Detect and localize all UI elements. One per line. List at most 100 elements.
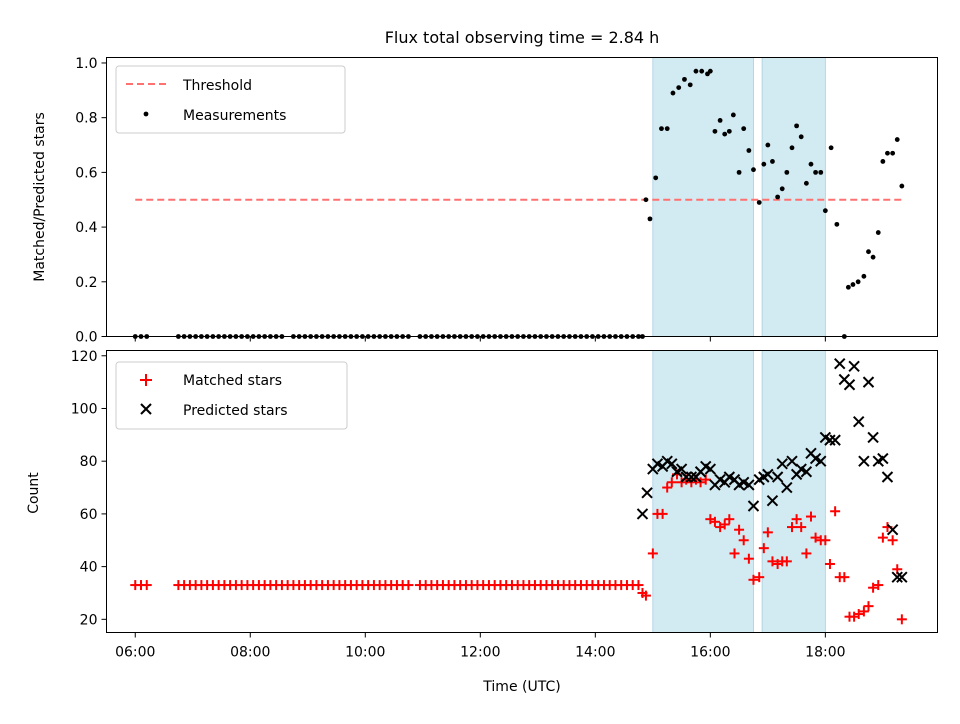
matched-star-point [748, 574, 759, 585]
matched-star-point [820, 535, 831, 546]
top-y-tick-label: 0.2 [75, 275, 97, 291]
matched-star-point [743, 553, 754, 564]
measurement-point [803, 180, 809, 186]
bottom-shaded-region-1 [761, 350, 826, 633]
predicted-star-point [896, 571, 908, 583]
top-shaded-region-0 [652, 57, 754, 337]
bottom-legend-box [115, 361, 348, 430]
matched-star-point [719, 519, 730, 530]
matched-star-point [887, 535, 898, 546]
top-axes-frame [106, 57, 938, 337]
measurement-point [765, 142, 771, 148]
predicted-star-point [771, 471, 784, 483]
measurement-point [870, 254, 876, 260]
measurement-point [850, 282, 856, 287]
legend-predicted-label: Predicted stars [183, 403, 288, 419]
predicted-star-point [848, 360, 860, 373]
matched-star-point [853, 609, 864, 620]
predicted-star-point [762, 468, 774, 481]
measurement-point [855, 279, 861, 285]
top-panel: 0.0 0.2 0.4 0.6 0.8 1.0 Flux total observing … [32, 28, 938, 346]
measurement-point [707, 68, 713, 74]
measurement-point [861, 273, 867, 279]
legend-predicted-marker [140, 403, 152, 415]
measurement-point [643, 197, 649, 203]
predicted-star-point [666, 458, 678, 470]
bottom-y-tick-label: 40 [80, 560, 98, 576]
measurement-point [726, 128, 732, 134]
chart-title: Flux total observing time = 2.84 h [385, 28, 660, 47]
x-axis-label: Time (UTC) [482, 679, 560, 695]
measurement-point [682, 76, 687, 82]
predicted-star-point [685, 471, 698, 483]
top-y-tick-label: 0.4 [75, 220, 97, 236]
measurement-point [784, 169, 790, 175]
predicted-star-point [834, 357, 846, 370]
measurement-point [822, 208, 828, 214]
x-tick-label: 06:00 [115, 645, 155, 661]
legend-matched-label: Matched stars [183, 373, 282, 389]
top-y-tick-label: 0.6 [75, 165, 97, 181]
measurement-point [779, 186, 785, 192]
predicted-star-point [853, 415, 865, 428]
matched-star-point [796, 522, 807, 533]
predicted-star-point [636, 508, 649, 520]
legend-measurements-marker [143, 111, 149, 117]
predicted-star-point [800, 466, 813, 478]
matched-star-point [403, 580, 414, 591]
top-shaded-region-1 [761, 57, 826, 337]
matched-star-point [758, 543, 769, 554]
measurement-point [653, 175, 659, 181]
predicted-star-point [704, 463, 717, 475]
bottom-y-tick-label: 80 [80, 454, 98, 470]
predicted-star-point [815, 455, 827, 467]
predicted-star-point [776, 458, 788, 470]
legend-matched-marker [140, 374, 152, 386]
matched-star-point [863, 601, 874, 612]
bottom-y-tick-label: 120 [71, 349, 98, 365]
matched-star-point [896, 614, 907, 625]
measurement-point [834, 221, 840, 227]
x-tick-label: 16:00 [690, 645, 730, 661]
bottom-y-tick-label: 100 [71, 401, 98, 417]
measurement-point [717, 118, 723, 123]
measurement-point [899, 183, 905, 189]
measurement-point [699, 68, 705, 74]
matched-star-point [647, 548, 658, 559]
measurement-point [761, 161, 767, 167]
predicted-star-point [675, 463, 688, 475]
matched-star-point [729, 548, 740, 559]
measurement-point [751, 167, 756, 173]
matched-star-point [754, 572, 765, 583]
matched-star-point [877, 532, 888, 543]
predicted-star-point [891, 571, 903, 583]
matched-star-point [868, 582, 879, 593]
x-tick-label: 12:00 [460, 645, 500, 661]
measurement-point [741, 126, 747, 132]
x-tick-label: 18:00 [805, 645, 845, 661]
matched-star-point [709, 516, 720, 527]
measurement-point [687, 82, 693, 88]
matched-star-point [781, 556, 792, 567]
measurement-point [818, 169, 824, 175]
matched-star-point [738, 535, 749, 546]
measurement-point [730, 112, 736, 118]
measurement-point [845, 284, 851, 290]
matched-star-point [801, 548, 812, 559]
legend-measurements-label: Measurements [183, 108, 286, 124]
legend-threshold-label: Threshold [182, 78, 252, 94]
predicted-star-point [877, 452, 889, 465]
measurement-point [659, 126, 664, 132]
measurement-point [813, 169, 818, 175]
measurement-point [894, 137, 900, 142]
bottom-legend: Matched stars Predicted stars [115, 361, 348, 430]
predicted-star-point [867, 431, 879, 444]
top-y-axis-label: Matched/Predicted stars [32, 112, 48, 282]
predicted-star-point [786, 455, 798, 467]
measurement-point [875, 230, 881, 235]
predicted-star-point [881, 471, 894, 483]
measurement-point [775, 194, 781, 200]
matched-star-point [873, 580, 884, 591]
matched-star-point [633, 580, 644, 591]
